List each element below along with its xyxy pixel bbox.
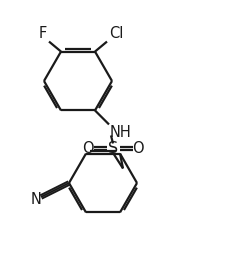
Text: NH: NH: [109, 126, 131, 140]
Text: F: F: [39, 26, 47, 41]
Text: Cl: Cl: [109, 26, 123, 41]
Text: N: N: [30, 192, 41, 208]
Text: S: S: [107, 141, 118, 156]
Text: O: O: [132, 141, 143, 156]
Text: O: O: [82, 141, 93, 156]
